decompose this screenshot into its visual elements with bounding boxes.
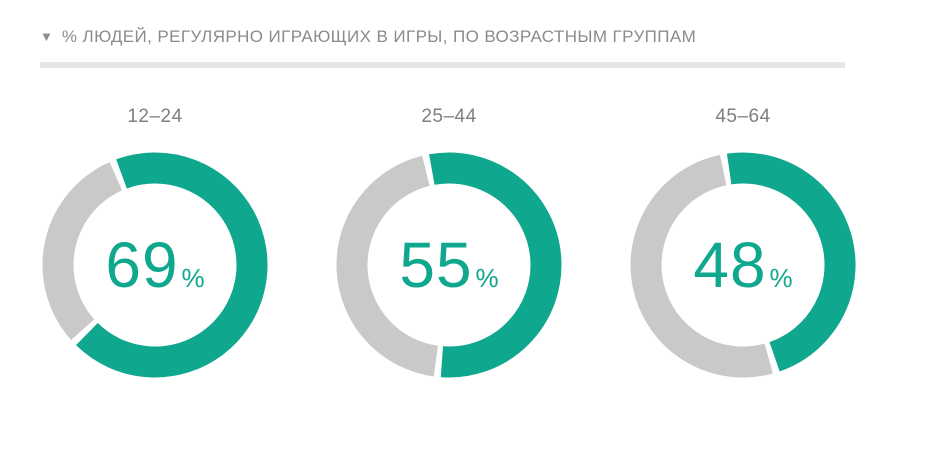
triangle-marker-icon: ▼ xyxy=(40,29,53,44)
donut-grid: 12–24 69 % 25–44 55 % 45–64 xyxy=(0,106,940,380)
divider xyxy=(40,62,845,68)
donut-svg xyxy=(42,152,268,378)
donut-label: 12–24 xyxy=(127,106,183,127)
donut-label: 45–64 xyxy=(715,106,771,127)
donut-arc-filled xyxy=(429,152,562,378)
donut-chart: 48 % xyxy=(628,150,858,380)
chart-title: % ЛЮДЕЙ, РЕГУЛЯРНО ИГРАЮЩИХ В ИГРЫ, ПО В… xyxy=(61,27,697,46)
donut-card: 12–24 69 % xyxy=(30,106,280,380)
donut-arc-remainder xyxy=(630,154,773,378)
donut-svg xyxy=(336,152,562,378)
donut-arc-remainder xyxy=(336,155,439,377)
donut-svg xyxy=(630,152,856,378)
chart-title-row: ▼ % ЛЮДЕЙ, РЕГУЛЯРНО ИГРАЮЩИХ В ИГРЫ, ПО… xyxy=(0,0,940,47)
donut-arc-filled xyxy=(726,152,856,372)
donut-label: 25–44 xyxy=(421,106,477,127)
donut-arc-remainder xyxy=(42,162,123,340)
donut-arc-filled xyxy=(76,152,268,378)
donut-card: 25–44 55 % xyxy=(324,106,574,380)
donut-chart: 55 % xyxy=(334,150,564,380)
donut-chart: 69 % xyxy=(40,150,270,380)
donut-card: 45–64 48 % xyxy=(618,106,868,380)
